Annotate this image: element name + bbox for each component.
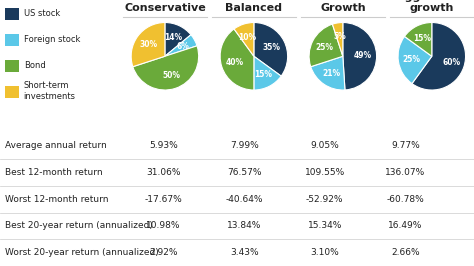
Text: -52.92%: -52.92% [306,195,344,204]
Bar [5,86,19,98]
Text: 31.06%: 31.06% [146,168,181,177]
Text: 15.34%: 15.34% [308,222,342,230]
Text: 9.05%: 9.05% [310,142,339,150]
Text: Best 20-year return (annualized): Best 20-year return (annualized) [5,222,153,230]
Text: 3.10%: 3.10% [310,248,339,257]
Text: 7.99%: 7.99% [230,142,258,150]
Text: 136.07%: 136.07% [385,168,425,177]
Text: 13.84%: 13.84% [227,222,261,230]
Text: Best 12-month return: Best 12-month return [5,168,102,177]
Text: 50%: 50% [162,71,180,80]
Text: 76.57%: 76.57% [227,168,261,177]
Text: 30%: 30% [139,40,157,49]
Text: -17.67%: -17.67% [145,195,182,204]
Wedge shape [131,23,165,67]
Text: 40%: 40% [226,58,244,67]
Wedge shape [254,23,288,76]
Wedge shape [343,23,377,90]
Text: 2.92%: 2.92% [149,248,178,257]
Text: 6%: 6% [176,42,189,51]
Wedge shape [404,23,432,56]
Text: 14%: 14% [164,34,182,43]
Text: Foreign stock: Foreign stock [24,35,80,44]
Text: Short-term
investments: Short-term investments [24,81,76,101]
Wedge shape [133,46,199,90]
Text: 21%: 21% [322,69,340,77]
Text: 49%: 49% [354,51,372,60]
Text: 15%: 15% [254,70,272,79]
Wedge shape [220,29,254,90]
Text: Annual return %: Annual return % [194,118,280,127]
Text: Bond: Bond [24,61,46,70]
Bar [5,60,19,72]
Text: 10%: 10% [238,32,257,41]
Wedge shape [165,23,191,56]
Title: Growth: Growth [320,3,365,13]
Title: Balanced: Balanced [225,3,283,13]
Bar [5,34,19,46]
Wedge shape [309,24,343,67]
Wedge shape [165,35,197,56]
Wedge shape [234,23,254,56]
Text: 25%: 25% [403,55,421,64]
Text: 5.93%: 5.93% [149,142,178,150]
Text: 3.43%: 3.43% [230,248,258,257]
Wedge shape [254,56,281,90]
Text: -60.78%: -60.78% [386,195,424,204]
Wedge shape [398,36,432,84]
Text: 9.77%: 9.77% [391,142,419,150]
Text: 5%: 5% [333,32,346,41]
Text: 10.98%: 10.98% [146,222,181,230]
Text: 15%: 15% [414,34,432,43]
Text: Worst 12-month return: Worst 12-month return [5,195,108,204]
Text: 25%: 25% [316,43,334,52]
Text: -40.64%: -40.64% [225,195,263,204]
Text: US stock: US stock [24,9,60,18]
Wedge shape [311,56,345,90]
Title: Aggressive
growth: Aggressive growth [397,0,466,13]
Bar [5,8,19,20]
Wedge shape [412,23,465,90]
Wedge shape [332,23,343,56]
Title: Conservative: Conservative [124,3,206,13]
Text: 2.66%: 2.66% [391,248,419,257]
Text: 16.49%: 16.49% [388,222,422,230]
Text: 109.55%: 109.55% [305,168,345,177]
Text: 35%: 35% [263,43,281,52]
Text: Worst 20-year return (annualized): Worst 20-year return (annualized) [5,248,158,257]
Text: Average annual return: Average annual return [5,142,107,150]
Text: 60%: 60% [442,58,460,67]
